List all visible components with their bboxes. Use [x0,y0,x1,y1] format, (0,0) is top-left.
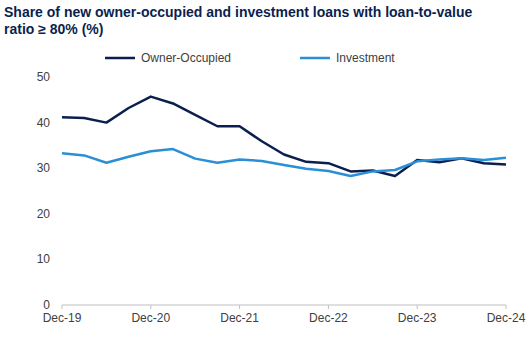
x-tick [417,305,418,309]
y-tick-label: 20 [37,207,51,221]
x-tick-label: Dec-22 [309,311,348,325]
x-tick [328,305,329,309]
y-tick-label: 40 [37,116,51,130]
y-tick-label: 0 [43,298,50,312]
x-tick [150,305,151,309]
chart-title: Share of new owner-occupied and investme… [4,4,474,38]
chart: 0 10 20 30 40 50 Dec-19 Dec-20 Dec-21 Dec-22 Dec-2… [0,0,531,349]
x-tick-label: Dec-23 [398,311,437,325]
x-tick-label: Dec-20 [131,311,170,325]
x-tick-label: Dec-24 [487,311,526,325]
legend-label: Investment [336,51,395,65]
x-tick-label: Dec-21 [220,311,259,325]
x-tick-label: Dec-19 [43,311,82,325]
x-axis-line [62,305,506,306]
y-tick-label: 50 [37,70,51,84]
series-line [62,97,506,176]
legend-swatch [105,57,135,60]
x-tick [239,305,240,309]
series-line [62,149,506,176]
lines [62,97,506,176]
y-tick-label: 30 [37,161,51,175]
x-tick [506,305,507,309]
legend-label: Owner-Occupied [141,51,231,65]
legend-swatch [300,57,330,60]
y-tick-label: 10 [37,252,51,266]
x-tick [62,305,63,309]
